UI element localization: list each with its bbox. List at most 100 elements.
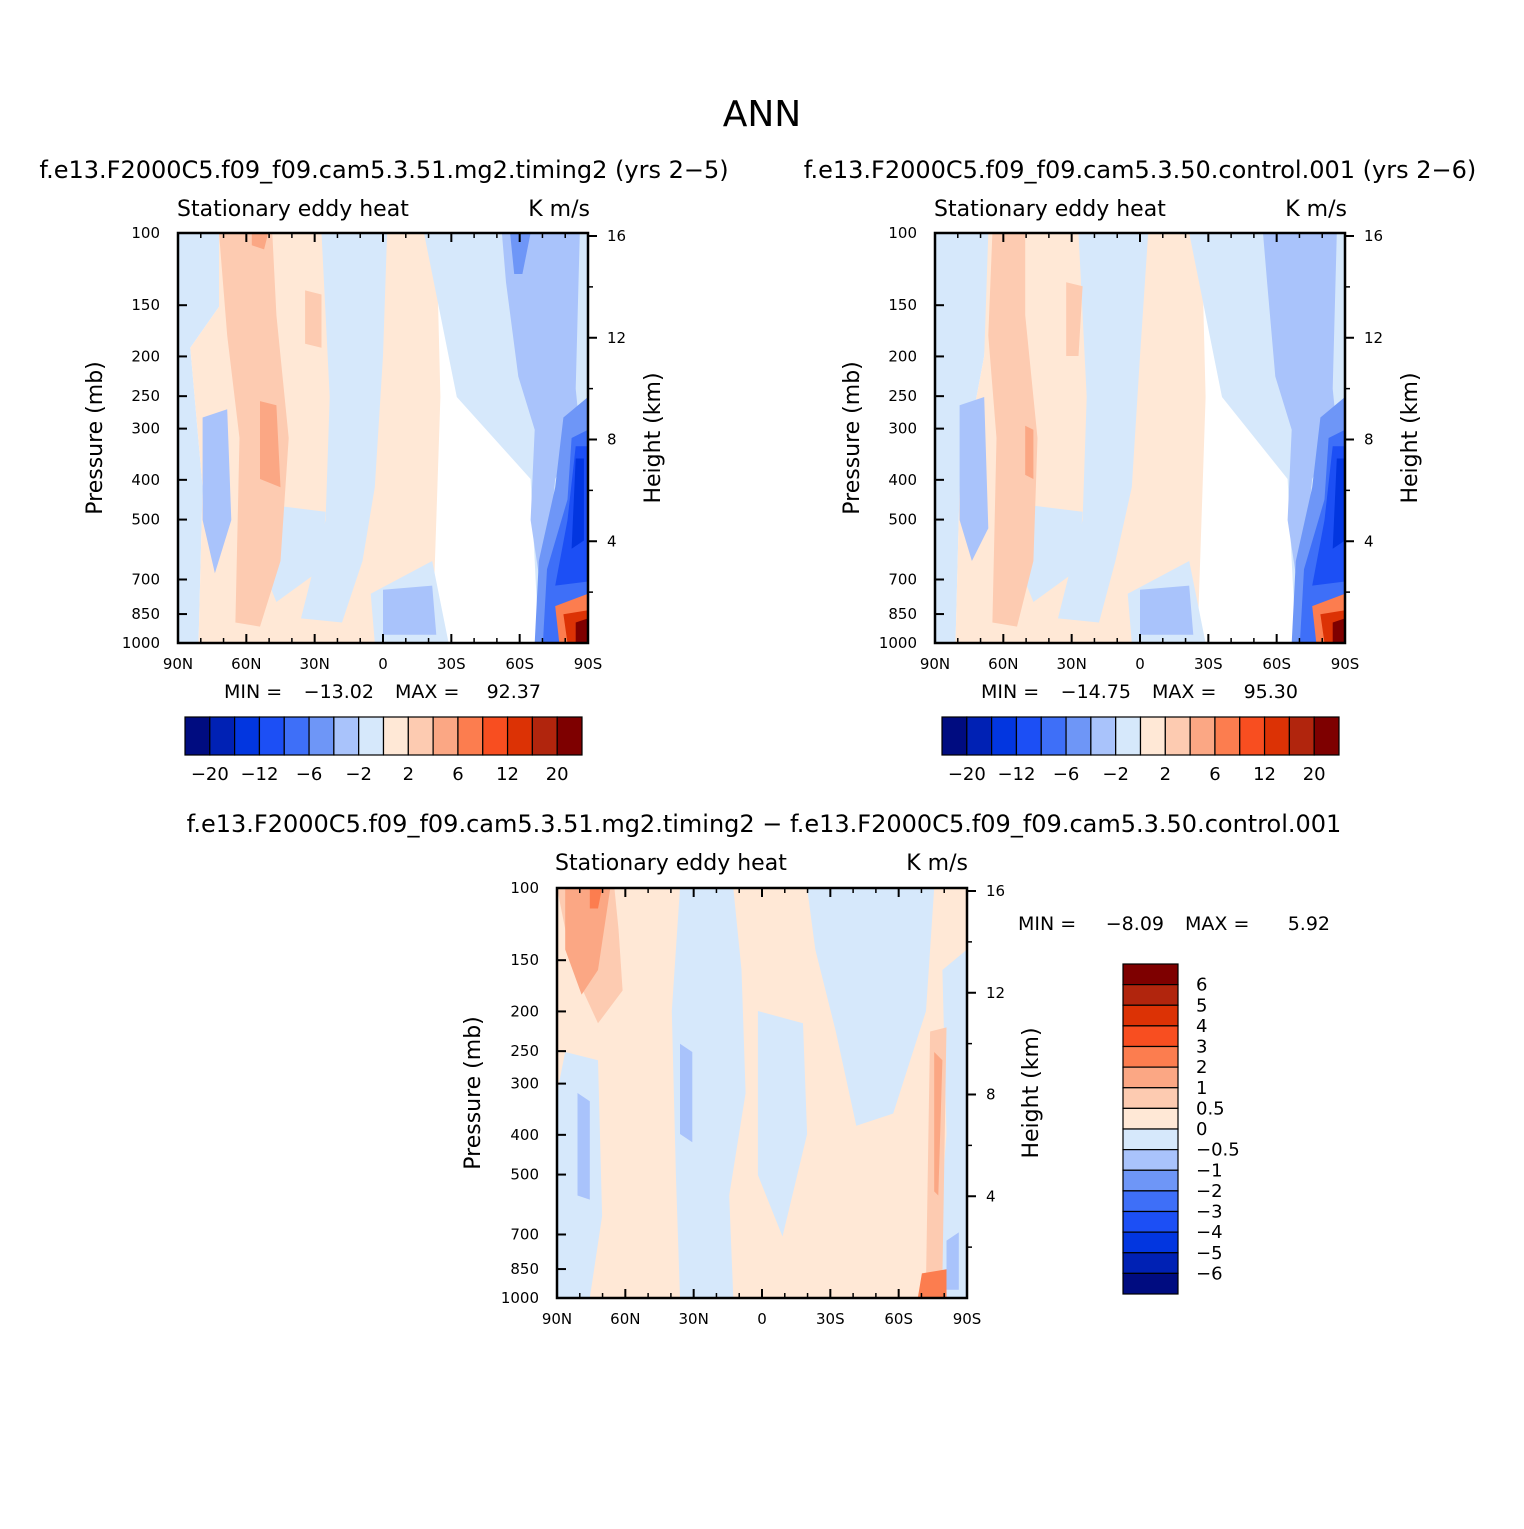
colorbar-label: 6 (1209, 764, 1220, 785)
contour-region (1058, 233, 1149, 623)
x-tick-label: 30N (300, 655, 330, 673)
contour-region (577, 1093, 590, 1200)
y-tick-label: 100 (510, 879, 539, 897)
contour-region (251, 233, 269, 250)
colorbar-label: −3 (1196, 1202, 1223, 1223)
y-axis-label: Pressure (mb) (840, 361, 865, 515)
colorbar-label: −6 (1053, 764, 1080, 785)
colorbar-box (1122, 1149, 1179, 1171)
colorbar-box (1122, 984, 1179, 1006)
colorbar-box (941, 716, 968, 756)
contour-region (1263, 233, 1337, 602)
colorbar-box (1122, 1045, 1179, 1068)
contour-region (260, 401, 281, 488)
max-value: 5.92 (1288, 913, 1330, 935)
colorbar-box (209, 716, 236, 756)
y-tick-label: 200 (510, 1002, 539, 1020)
min-value: −13.02 (304, 681, 374, 703)
y-right-tick-label: 8 (607, 431, 617, 449)
x-tick-label: 60N (610, 1310, 640, 1328)
panel-case-title: f.e13.F2000C5.f09_f09.cam5.3.50.control.… (804, 156, 1477, 184)
colorbar-box (1040, 716, 1067, 756)
y-tick-label: 1000 (501, 1289, 539, 1307)
max-label: MAX = (395, 681, 459, 703)
contour-region (575, 618, 588, 643)
min-value: −14.75 (1061, 681, 1131, 703)
y-right-tick-label: 16 (1364, 227, 1383, 245)
plot-axes: 90N 60N 30N 0 30S 60S 90S 100 150 200 250 300 400 500… (122, 224, 626, 673)
colorbar-label: −12 (240, 764, 278, 785)
x-tick-label: 30S (816, 1310, 845, 1328)
contour-region (1066, 282, 1083, 356)
colorbar-box (358, 716, 385, 756)
y-tick-label: 850 (131, 605, 160, 623)
colorbar-box (1015, 716, 1042, 756)
x-tick-label: 60N (231, 655, 261, 673)
y-right-tick-label: 4 (986, 1187, 996, 1205)
y-tick-label: 700 (131, 570, 160, 588)
panel-case-title: f.e13.F2000C5.f09_f09.cam5.3.51.mg2.timi… (39, 156, 728, 184)
y-tick-label: 1000 (879, 634, 917, 652)
colorbar-label: −0.5 (1196, 1140, 1240, 1161)
y-tick-label: 200 (888, 347, 917, 365)
min-label: MIN = (981, 681, 1039, 703)
contour-region (807, 888, 935, 1126)
contour-region (680, 1043, 693, 1143)
colorbar-label: −2 (345, 764, 372, 785)
y-axis-label: Pressure (mb) (461, 1016, 486, 1170)
colorbar-box (1122, 1169, 1179, 1192)
colorbar-label: 2 (403, 764, 414, 785)
colorbar-label: −2 (1102, 764, 1129, 785)
colorbar-box (1122, 1107, 1179, 1130)
colorbar-box (1122, 1252, 1179, 1274)
colorbar-label: −6 (296, 764, 323, 785)
colorbar-label: −1 (1196, 1160, 1223, 1181)
x-tick-label: 90S (574, 655, 603, 673)
x-tick-label: 0 (1135, 655, 1145, 673)
y-tick-label: 300 (888, 420, 917, 438)
colorbar-label: −5 (1196, 1243, 1223, 1264)
min-label: MIN = (1018, 913, 1076, 935)
colorbar-label: 2 (1196, 1057, 1207, 1078)
contour-region (988, 233, 1038, 627)
contour-field (557, 888, 967, 1298)
y-right-tick-label: 4 (1364, 532, 1374, 550)
colorbar-box (432, 716, 459, 756)
y-tick-label: 700 (888, 570, 917, 588)
y-tick-label: 500 (510, 1166, 539, 1184)
x-tick-label: 90N (920, 655, 950, 673)
contour-field (178, 233, 588, 643)
colorbar-label: −20 (191, 764, 229, 785)
y-tick-label: 850 (888, 605, 917, 623)
colorbar-label: −12 (997, 764, 1035, 785)
max-value: 92.37 (487, 681, 541, 703)
y-tick-label: 250 (510, 1042, 539, 1060)
min-value: −8.09 (1106, 913, 1164, 935)
x-tick-label: 90S (953, 1310, 982, 1328)
colorbar-label: −20 (948, 764, 986, 785)
colorbar-box (531, 716, 558, 756)
colorbar-box (1263, 716, 1290, 756)
panel-units: K m/s (528, 197, 590, 222)
colorbar-box (1239, 716, 1266, 756)
colorbar-box (283, 716, 310, 756)
colorbar: −20 −12 −6 −2 2 6 12 20 (941, 716, 1340, 785)
contour-region (383, 585, 437, 635)
y-tick-label: 1000 (122, 634, 160, 652)
colorbar-box (1122, 963, 1179, 986)
colorbar-label: 12 (1253, 764, 1276, 785)
colorbar-box (1122, 1272, 1179, 1295)
colorbar-box (234, 716, 261, 756)
x-tick-label: 90N (163, 655, 193, 673)
panel-top-right: f.e13.F2000C5.f09_f09.cam5.3.50.control.… (804, 156, 1477, 785)
colorbar-box (1122, 1128, 1179, 1151)
colorbar-box (482, 716, 509, 756)
y-right-tick-label: 12 (986, 984, 1005, 1002)
contour-region (202, 409, 232, 574)
panel-difference: f.e13.F2000C5.f09_f09.cam5.3.51.mg2.timi… (187, 810, 1342, 1328)
colorbar-label: 6 (1196, 975, 1207, 996)
y-tick-label: 400 (131, 471, 160, 489)
x-tick-label: 60S (505, 655, 534, 673)
